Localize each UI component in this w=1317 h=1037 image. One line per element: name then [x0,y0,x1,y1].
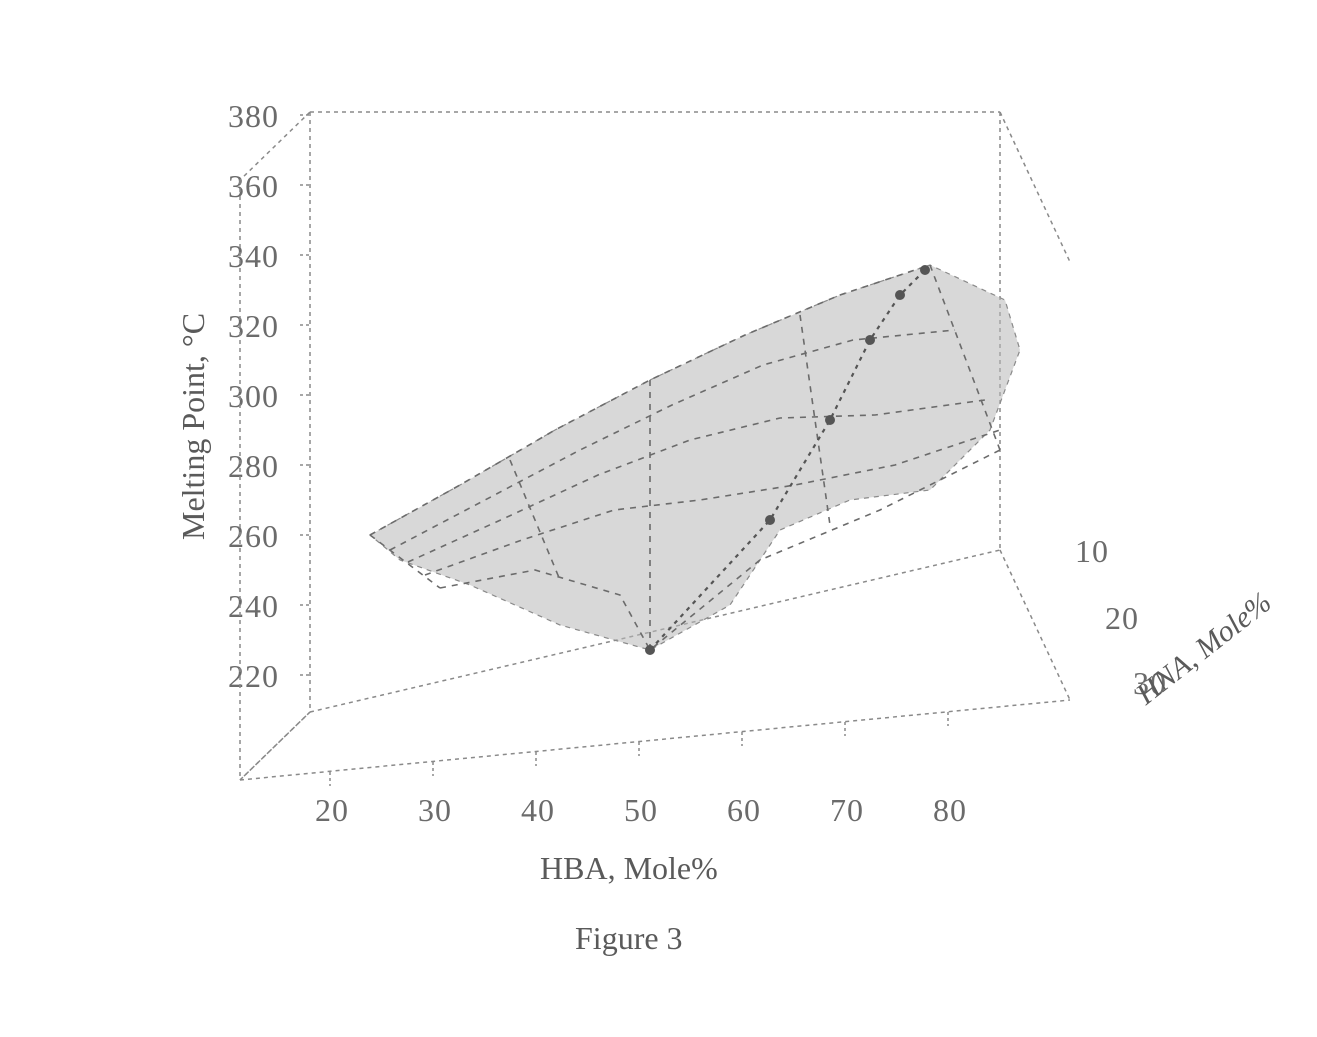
surface [370,265,1020,650]
crest-pt-5 [895,290,905,300]
crest-pt-4 [865,335,875,345]
frame-top-right-depth [1000,112,1070,262]
frame-floor-right-depth [1000,550,1070,700]
frame-top-front-left [240,112,310,180]
chart-stage: 380 360 340 320 300 280 260 240 220 20 3… [0,0,1317,1037]
crest-pt-2 [765,515,775,525]
frame-floor-front [240,700,1070,780]
crest-pt-6 [920,265,930,275]
crest-pt-1 [645,645,655,655]
crest-pt-3 [825,415,835,425]
x-tick-marks [330,712,948,786]
plot-svg [0,0,1317,1037]
